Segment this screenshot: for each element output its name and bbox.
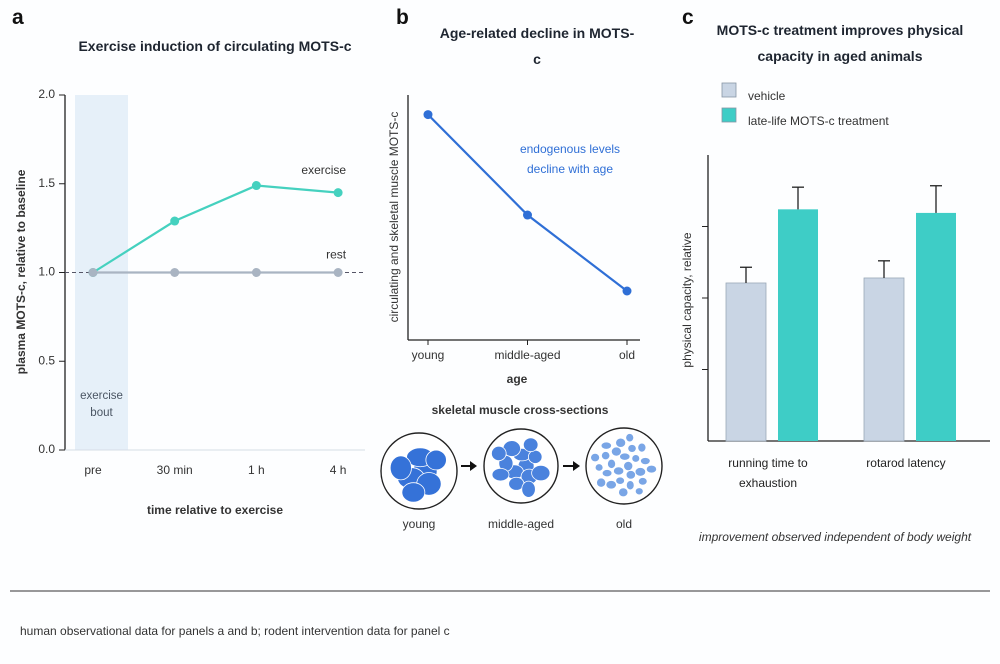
panel-label: a xyxy=(12,6,24,29)
muscle-fiber xyxy=(645,464,658,474)
point xyxy=(423,110,433,120)
y-tick-label: 1.5 xyxy=(38,176,55,190)
muscle-fiber xyxy=(605,480,617,490)
muscle-fiber xyxy=(619,452,631,461)
x-tick-label: 4 h xyxy=(330,463,347,477)
arrow-head xyxy=(470,461,477,471)
muscle-fiber xyxy=(634,487,644,496)
muscle-fiber xyxy=(522,437,539,453)
muscle-fiber xyxy=(640,457,651,466)
point xyxy=(523,210,532,220)
muscle-fiber xyxy=(610,446,622,457)
muscle-fiber xyxy=(521,480,536,498)
cross-section-label: middle-aged xyxy=(488,517,554,531)
muscle-fiber xyxy=(625,480,635,491)
muscle-fiber xyxy=(634,467,647,477)
legend-swatch xyxy=(721,82,737,98)
point xyxy=(333,268,343,277)
x-tick-label: rotarod latency xyxy=(866,456,946,470)
cross-sections-title: skeletal muscle cross-sections xyxy=(432,403,609,417)
y-axis-label: plasma MOTS-c, relative to baseline xyxy=(14,169,28,374)
cross-section-label: old xyxy=(616,517,632,531)
point xyxy=(170,268,180,277)
annotation: endogenous levels decline with age xyxy=(519,142,621,177)
point xyxy=(622,286,632,296)
bar xyxy=(725,282,767,442)
muscle-fiber xyxy=(600,441,612,450)
y-axis-label: physical capacity, relative xyxy=(680,232,694,367)
series-label: exercise xyxy=(301,163,346,177)
muscle-fiber xyxy=(625,470,636,480)
chart-title: Age-related decline in MOTS-c xyxy=(439,25,635,67)
panel-label: b xyxy=(396,6,409,29)
legend-label: late-life MOTS-c treatment xyxy=(748,114,889,128)
x-tick-label: middle-aged xyxy=(494,348,560,362)
muscle-fiber xyxy=(637,442,647,453)
x-tick-label: 1 h xyxy=(248,463,265,477)
muscle-fiber xyxy=(601,469,613,478)
x-axis-label: time relative to exercise xyxy=(147,503,283,517)
muscle-fiber xyxy=(613,466,625,476)
shaded-label: exercise bout xyxy=(80,390,123,419)
muscle-fiber xyxy=(401,482,426,503)
muscle-fiber xyxy=(531,464,551,482)
point xyxy=(88,268,98,277)
series-label: rest xyxy=(326,248,347,262)
note: improvement observed independent of body… xyxy=(698,530,972,544)
legend-swatch xyxy=(721,107,737,123)
muscle-fiber xyxy=(425,449,447,471)
x-tick-label: 30 min xyxy=(157,463,193,477)
line xyxy=(92,184,339,274)
muscle-fiber xyxy=(491,467,510,482)
muscle-fiber xyxy=(615,437,627,448)
bar xyxy=(778,209,818,441)
muscle-fiber xyxy=(596,477,607,488)
footnote: human observational data for panels a an… xyxy=(20,624,450,638)
chart-title: MOTS-c treatment improves physical capac… xyxy=(716,22,964,64)
point xyxy=(251,268,261,277)
muscle-fiber xyxy=(627,444,637,453)
y-tick-label: 1.0 xyxy=(38,265,55,279)
x-tick-label: old xyxy=(619,348,635,362)
muscle-fiber xyxy=(631,454,641,463)
muscle-fiber xyxy=(389,455,412,481)
muscle-fiber xyxy=(615,476,625,485)
x-axis-label: age xyxy=(507,372,528,386)
y-tick-label: 0.0 xyxy=(38,442,55,456)
bar xyxy=(916,212,956,441)
point xyxy=(251,181,261,191)
muscle-fiber xyxy=(607,458,617,469)
muscle-fiber xyxy=(618,487,629,498)
y-tick-label: 0.5 xyxy=(38,353,55,367)
point xyxy=(170,216,180,226)
legend-label: vehicle xyxy=(748,89,786,103)
y-axis-label: circulating and skeletal muscle MOTS-c xyxy=(387,112,401,323)
arrow-head xyxy=(573,461,580,471)
x-tick-label: running time to exhaustion xyxy=(728,456,808,490)
muscle-fiber xyxy=(527,449,543,464)
x-tick-label: pre xyxy=(84,463,102,477)
muscle-fiber xyxy=(590,452,601,463)
panel-label: c xyxy=(682,6,694,29)
muscle-fiber xyxy=(601,451,611,461)
muscle-fiber xyxy=(491,445,507,462)
muscle-fiber xyxy=(594,463,604,472)
cross-section-label: young xyxy=(403,517,436,531)
muscle-fiber xyxy=(623,460,634,472)
muscle-fiber xyxy=(625,433,635,443)
bar xyxy=(863,277,905,442)
y-tick-label: 2.0 xyxy=(38,87,55,101)
muscle-fiber xyxy=(637,477,648,486)
point xyxy=(333,188,343,198)
chart-title: Exercise induction of circulating MOTS-c xyxy=(78,38,352,54)
x-tick-label: young xyxy=(412,348,445,362)
